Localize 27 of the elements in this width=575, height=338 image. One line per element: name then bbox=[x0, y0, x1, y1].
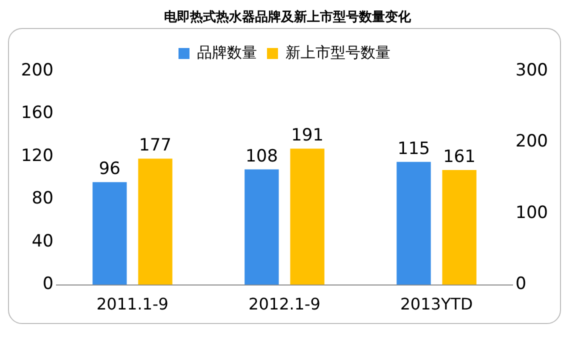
y2-tick-label: 100 bbox=[516, 202, 548, 223]
y2-tick-label: 300 bbox=[516, 60, 548, 80]
bar bbox=[290, 148, 324, 285]
data-label: 161 bbox=[443, 146, 476, 167]
chart-title: 电即热式热水器品牌及新上市型号数量变化 bbox=[163, 8, 412, 27]
legend-label: 品牌数量 bbox=[197, 43, 257, 62]
y2-tick-label: 200 bbox=[516, 132, 548, 152]
data-label: 191 bbox=[291, 126, 324, 146]
bar bbox=[92, 182, 127, 285]
bar bbox=[396, 162, 431, 285]
legend-label: 新上市型号数量 bbox=[286, 43, 390, 62]
y-tick-label: 40 bbox=[32, 231, 54, 252]
x-tick-label: 2013YTD bbox=[400, 294, 473, 314]
bar bbox=[138, 158, 172, 285]
y-tick-label: 200 bbox=[20, 60, 54, 80]
y-tick-label: 120 bbox=[20, 146, 54, 166]
x-tick-label: 2011.1-9 bbox=[96, 294, 168, 314]
data-label: 96 bbox=[98, 159, 120, 180]
y2-tick-label: 0 bbox=[516, 274, 526, 294]
x-tick-label: 2012.1-9 bbox=[248, 294, 320, 314]
bar bbox=[442, 170, 476, 285]
y-tick-label: 80 bbox=[32, 188, 54, 209]
y-tick-label: 0 bbox=[42, 274, 54, 294]
data-label: 108 bbox=[245, 146, 278, 166]
bar bbox=[244, 169, 279, 285]
y-tick-label: 160 bbox=[20, 103, 54, 124]
data-label: 177 bbox=[139, 136, 172, 156]
